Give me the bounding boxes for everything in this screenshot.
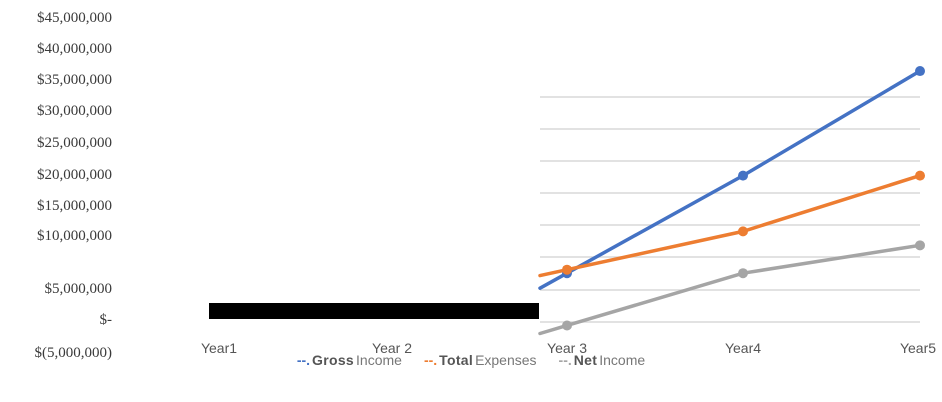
x-tick-label: Year 3 bbox=[547, 340, 587, 356]
y-tick-label: $30,000,000 bbox=[37, 103, 112, 119]
legend-item: --. Total Expenses bbox=[424, 352, 537, 368]
x-tick-label: Year4 bbox=[724, 340, 762, 356]
legend-label-main: Total bbox=[439, 352, 474, 368]
x-tick-label: Year1 bbox=[200, 340, 238, 356]
y-tick-label: $15,000,000 bbox=[37, 198, 112, 214]
data-point bbox=[915, 66, 925, 77]
y-tick-label: $35,000,000 bbox=[37, 72, 112, 88]
data-point bbox=[915, 170, 925, 181]
legend-marker: --. bbox=[296, 352, 311, 368]
y-tick-label: $25,000,000 bbox=[37, 135, 112, 151]
legend: --. Gross Income --. Total Expenses --. Net In… bbox=[0, 352, 942, 368]
series-line-0 bbox=[538, 69, 922, 290]
y-tick-label: $20,000,000 bbox=[37, 167, 112, 183]
legend-label-rest: Income bbox=[356, 352, 402, 368]
redaction-bar bbox=[209, 303, 539, 319]
y-tick-label: $10,000,000 bbox=[37, 228, 112, 244]
data-point bbox=[738, 170, 748, 181]
series-line-1 bbox=[538, 173, 922, 278]
y-tick-label: $5,000,000 bbox=[44, 281, 113, 297]
x-tick-label: Year5 bbox=[899, 340, 937, 356]
legend-marker: --. bbox=[423, 352, 438, 368]
legend-label-main: Gross bbox=[312, 352, 355, 368]
data-point bbox=[562, 264, 572, 275]
data-point bbox=[738, 226, 748, 237]
legend-label-rest: Income bbox=[599, 352, 646, 368]
data-point bbox=[562, 320, 572, 331]
legend-label-rest: Expenses bbox=[475, 352, 537, 368]
y-tick-label: $- bbox=[99, 312, 113, 328]
series-line-2 bbox=[538, 243, 922, 336]
y-tick-label: $45,000,000 bbox=[37, 10, 112, 26]
x-tick-label: Year 2 bbox=[372, 340, 412, 356]
legend-marker: --. bbox=[558, 352, 572, 368]
y-tick-label: $(5,000,000) bbox=[34, 345, 113, 361]
legend-item: --. Gross Income bbox=[297, 352, 402, 368]
legend-label-main: Net bbox=[573, 352, 598, 368]
data-point bbox=[738, 268, 748, 279]
data-point bbox=[915, 240, 925, 251]
legend-item: --. Net Income bbox=[559, 352, 646, 368]
y-tick-label: $40,000,000 bbox=[37, 41, 112, 57]
